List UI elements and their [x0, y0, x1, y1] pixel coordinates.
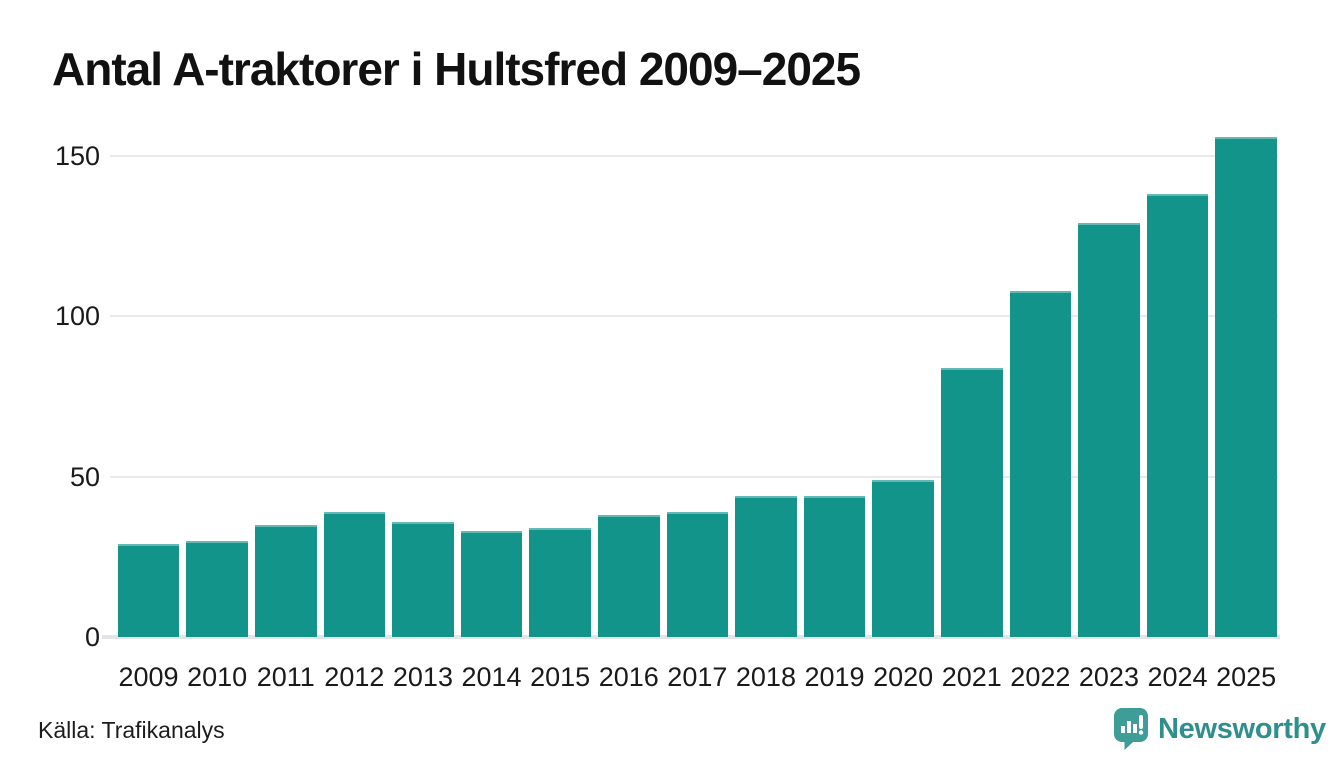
y-tick-label-0: 0: [84, 622, 100, 652]
gridline-100: [110, 315, 1278, 318]
x-tick-label-2017: 2017: [667, 662, 728, 692]
bar-2012: [323, 511, 386, 637]
x-tick-label-2025: 2025: [1216, 662, 1277, 692]
x-tick-label-2011: 2011: [256, 662, 315, 692]
x-tick-label-2022: 2022: [1010, 662, 1071, 692]
bar-2020: [872, 479, 934, 637]
bar-2023: [1078, 223, 1140, 637]
newsworthy-logo[interactable]: Newsworthy: [1114, 708, 1326, 750]
y-tick-label-150: 150: [54, 141, 100, 171]
bar-2025: [1215, 136, 1277, 637]
chart-title: Antal A-traktorer i Hultsfred 2009–2025: [52, 43, 861, 95]
bar-2016: [597, 515, 660, 637]
x-axis-baseline: [102, 635, 1280, 639]
newsworthy-wordmark: Newsworthy: [1158, 712, 1326, 745]
x-tick-label-2019: 2019: [804, 662, 865, 692]
bar-2014: [460, 531, 523, 637]
gridline-50: [110, 475, 1278, 478]
bar-2019: [803, 495, 866, 637]
x-tick-label-2012: 2012: [324, 662, 385, 692]
x-tick-label-2024: 2024: [1147, 662, 1208, 692]
bar-2021: [940, 367, 1003, 637]
bar-2024: [1146, 194, 1209, 637]
x-tick-label-2013: 2013: [392, 662, 453, 692]
y-tick-label-100: 100: [54, 301, 100, 332]
bar-2009: [117, 544, 180, 637]
bar-2013: [392, 521, 454, 637]
x-tick-label-2018: 2018: [735, 662, 796, 692]
x-tick-label-2020: 2020: [873, 662, 934, 692]
x-tick-label-2016: 2016: [598, 662, 659, 692]
gridline-150: [110, 155, 1278, 157]
x-tick-label-2021: 2021: [941, 662, 1002, 692]
source-note: Källa: Trafikanalys: [38, 717, 225, 743]
x-tick-label-2010: 2010: [187, 662, 248, 692]
bar-2022: [1009, 290, 1072, 637]
bar-2010: [186, 540, 248, 637]
bar-2015: [529, 527, 591, 637]
x-tick-label-2009: 2009: [118, 662, 179, 692]
x-tick-label-2015: 2015: [530, 662, 591, 692]
plot-area: [102, 136, 1280, 639]
bar-2018: [735, 495, 797, 637]
x-tick-label-2023: 2023: [1078, 662, 1139, 692]
y-tick-label-50: 50: [69, 461, 100, 492]
bar-2017: [666, 511, 729, 637]
x-tick-label-2014: 2014: [461, 662, 522, 692]
newsworthy-bubble-chart-icon: [1114, 708, 1148, 750]
bar-2011: [254, 524, 317, 637]
